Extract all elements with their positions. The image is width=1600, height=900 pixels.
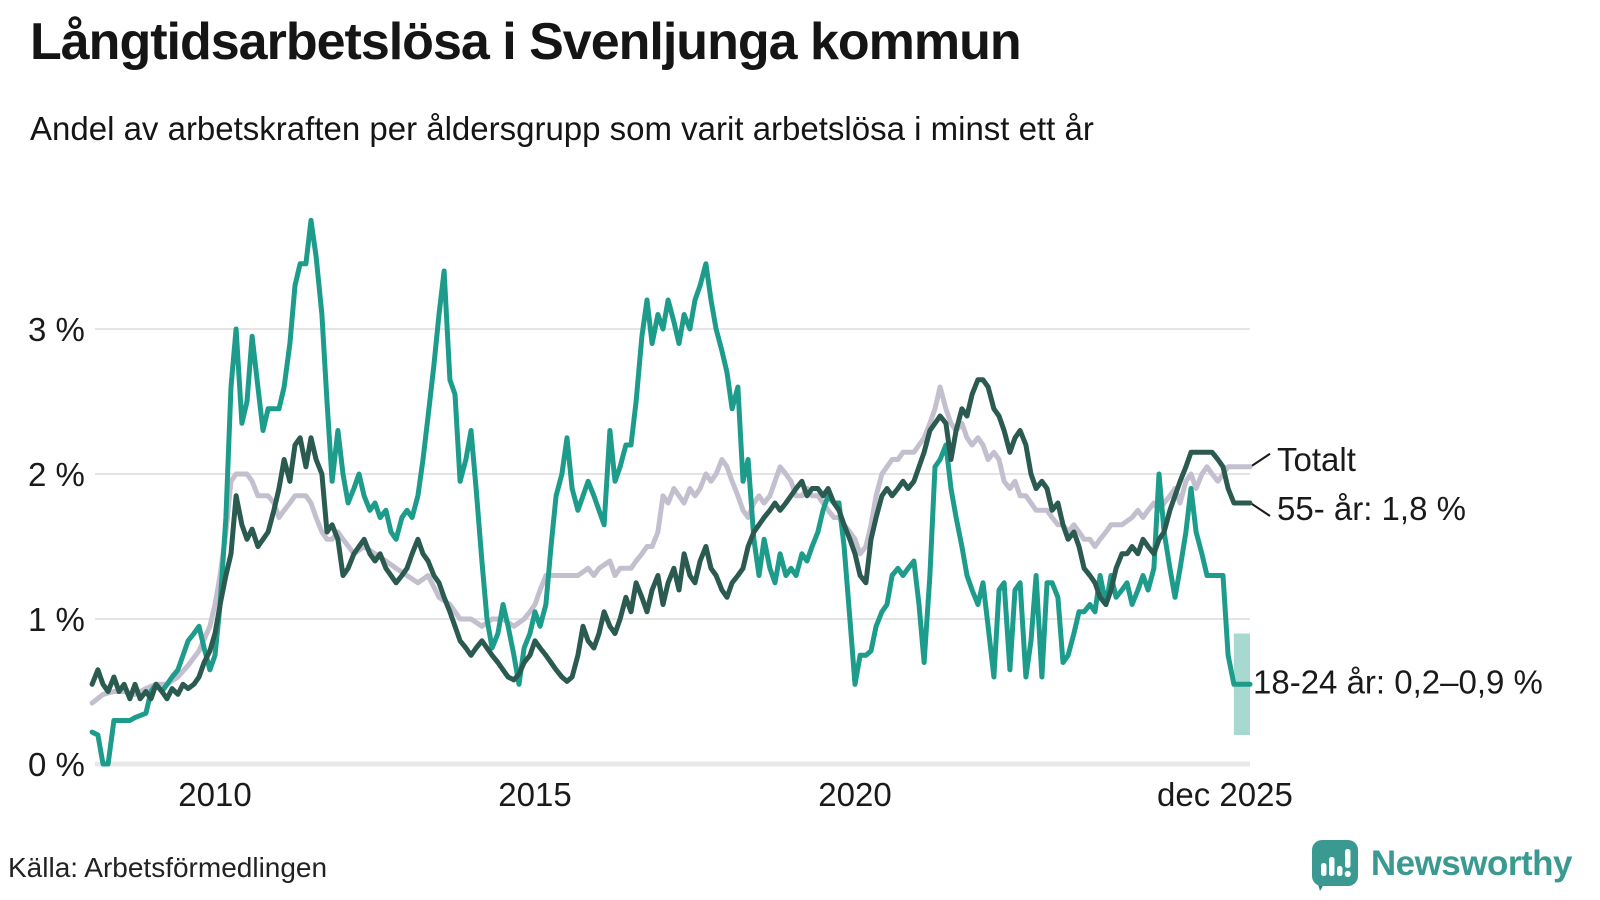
x-axis-label: 2020 bbox=[818, 776, 891, 813]
chart-subtitle: Andel av arbetskraften per åldersgrupp s… bbox=[30, 110, 1094, 147]
series-end-label: 55- år: 1,8 % bbox=[1277, 490, 1466, 527]
source-caption: Källa: Arbetsförmedlingen bbox=[8, 852, 328, 883]
series-line-55-r bbox=[89, 377, 1253, 702]
newsworthy-icon bbox=[1311, 840, 1358, 891]
series-layer bbox=[89, 217, 1253, 767]
series-end-label: 18-24 år: 0,2–0,9 % bbox=[1253, 663, 1543, 700]
brand-name: Newsworthy bbox=[1370, 844, 1573, 883]
page-title: Långtidsarbetslösa i Svenljunga kommun bbox=[30, 13, 1022, 71]
x-axis-label: 2010 bbox=[178, 776, 251, 813]
x-axis-label: dec 2025 bbox=[1157, 776, 1293, 813]
brand-logo: Newsworthy bbox=[1310, 836, 1573, 892]
y-axis-label: 2 % bbox=[28, 456, 85, 493]
axis-labels-layer: 0 % 1 % 2 % 3 % 2010 2015 2020 dec 2025 bbox=[28, 311, 1293, 813]
series-line-totalt bbox=[89, 384, 1253, 706]
y-axis-label: 0 % bbox=[28, 746, 85, 783]
label-leader-tick bbox=[1251, 452, 1271, 467]
x-axis-label: 2015 bbox=[498, 776, 571, 813]
series-end-label: Totalt bbox=[1277, 441, 1356, 478]
y-axis-label: 1 % bbox=[28, 601, 85, 638]
series-line-18-24-r bbox=[89, 217, 1253, 767]
y-axis-label: 3 % bbox=[28, 311, 85, 348]
series-end-labels-layer: Totalt 55- år: 1,8 % 18-24 år: 0,2–0,9 % bbox=[1251, 441, 1543, 700]
label-leader-tick bbox=[1251, 503, 1271, 517]
